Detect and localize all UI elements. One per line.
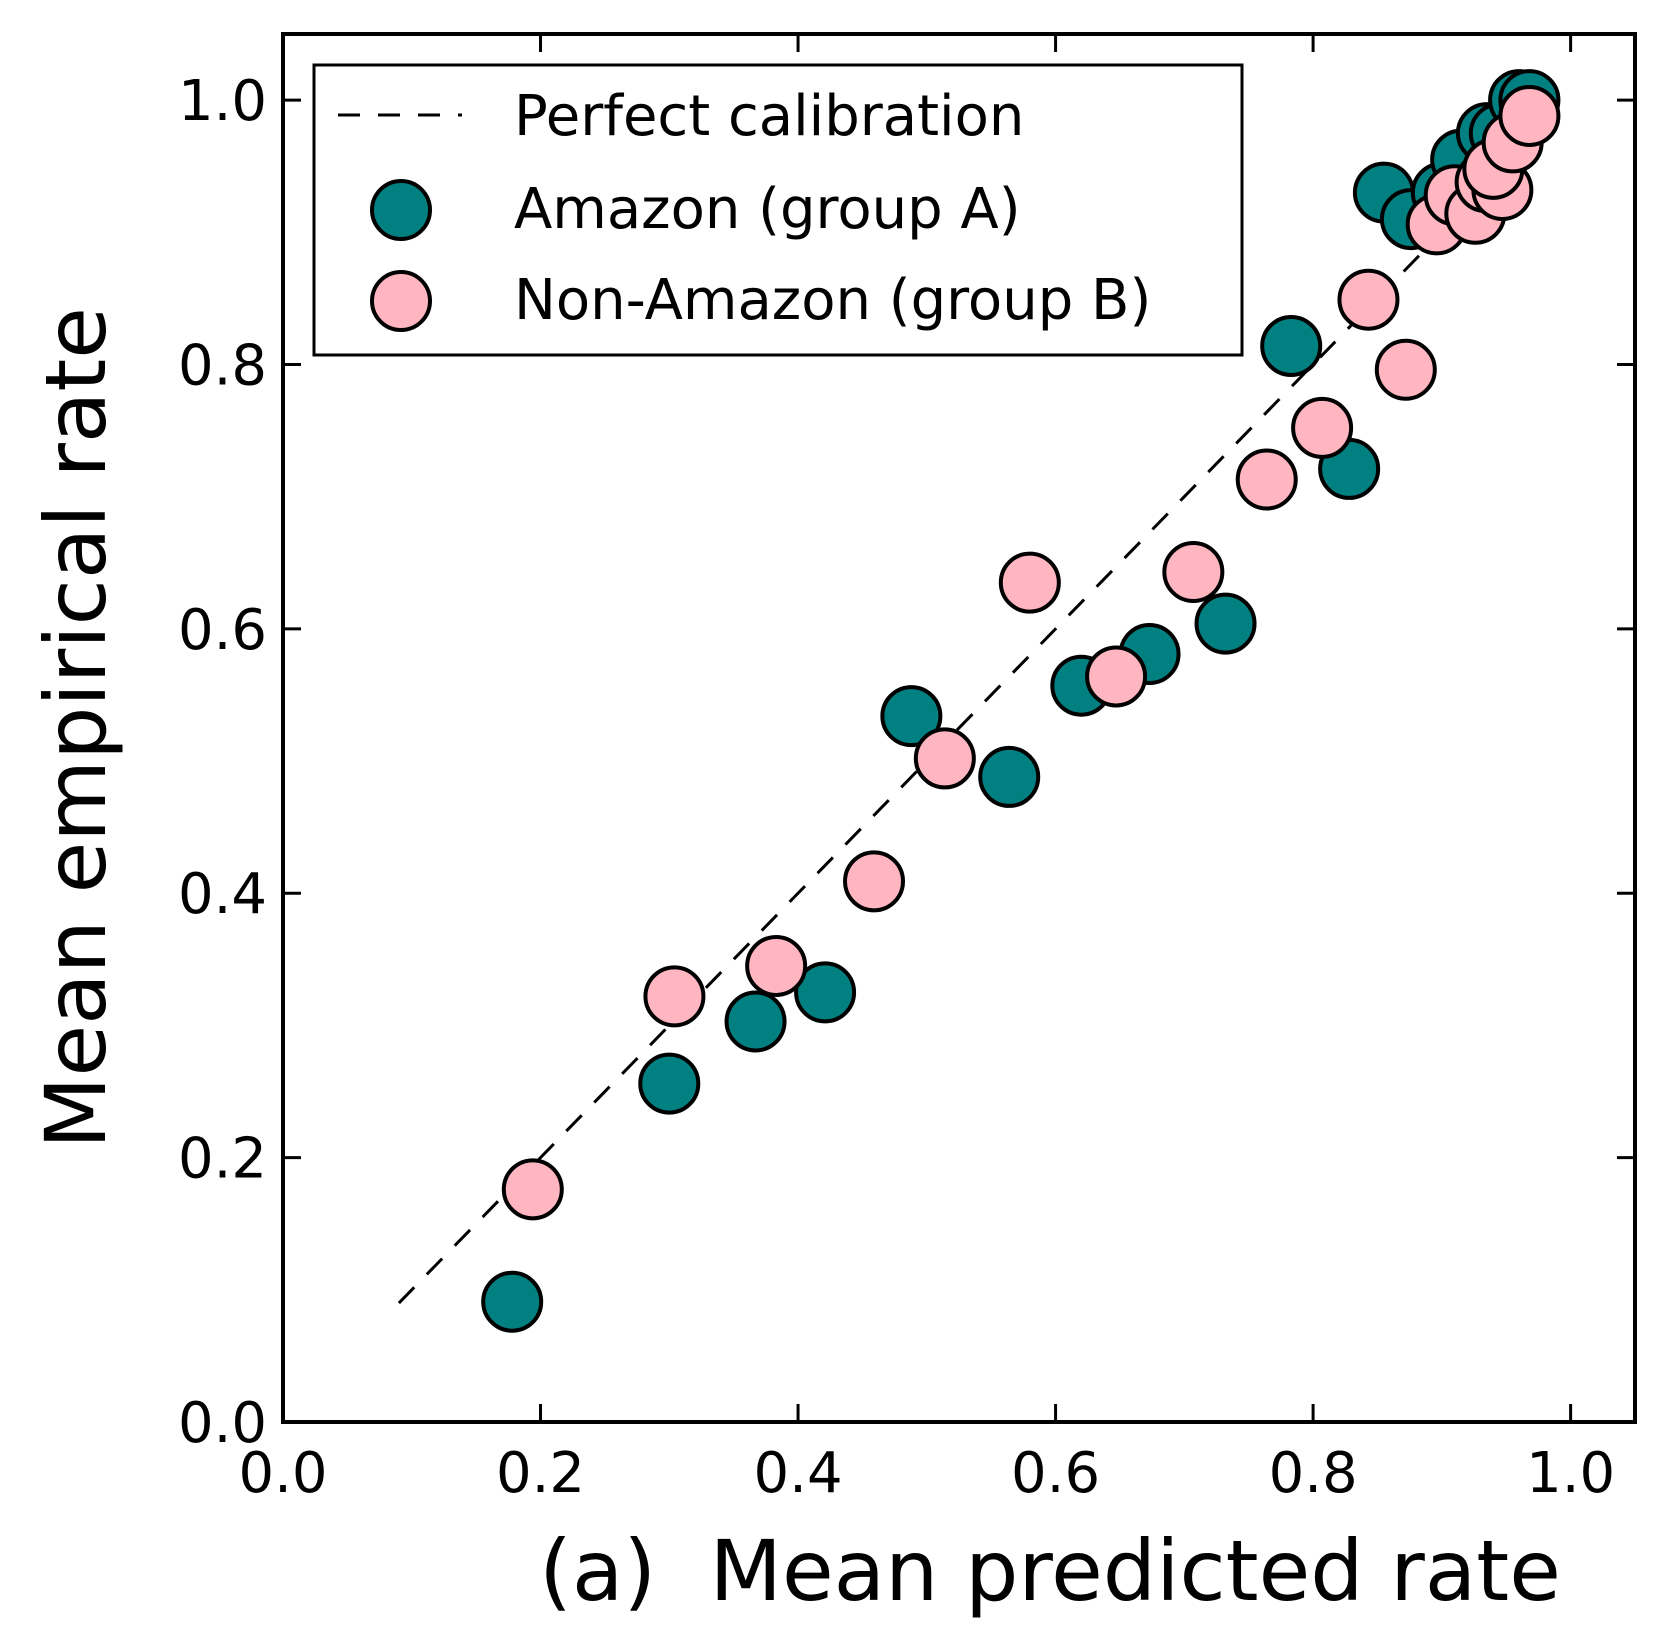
amazon-point: [724, 990, 787, 1053]
x-tick-label: 0.6: [1011, 1441, 1100, 1506]
amazon-point: [794, 961, 857, 1024]
legend-amazon: Amazon (group A): [514, 177, 1021, 242]
non-amazon-point: [1162, 541, 1225, 604]
x-tick-label: 0.8: [1269, 1441, 1358, 1506]
non-amazon-point: [1337, 268, 1400, 331]
x-tick-label: 0.0: [238, 1441, 327, 1506]
amazon-point: [880, 685, 943, 748]
x-tick-label: 0.2: [496, 1441, 585, 1506]
y-tick-label: 0.0: [178, 1391, 267, 1456]
legend-non-amazon: Non-Amazon (group B): [514, 268, 1151, 333]
y-tick-label: 1.0: [178, 69, 267, 134]
legend-marker-non-amazon: [370, 270, 432, 332]
non-amazon-point: [1498, 84, 1561, 147]
non-amazon-point: [501, 1158, 564, 1221]
y-tick-label: 0.4: [178, 862, 267, 927]
y-axis-label: Mean empirical rate: [27, 307, 125, 1149]
y-tick-label: 0.6: [178, 598, 267, 663]
legend-perfect-calibration: Perfect calibration: [514, 84, 1024, 149]
x-tick-label: 0.4: [754, 1441, 843, 1506]
plot-marks: [397, 69, 1572, 1333]
x-axis-label: (a) Mean predicted rate: [539, 1522, 1561, 1620]
non-amazon-point: [1291, 396, 1354, 459]
x-tick-label: 1.0: [1526, 1441, 1615, 1506]
legend-marker-amazon: [370, 179, 432, 241]
non-amazon-point: [745, 934, 808, 997]
amazon-point: [978, 745, 1041, 808]
non-amazon-point: [1085, 645, 1148, 708]
legend-box: [312, 63, 1244, 357]
non-amazon-point: [913, 727, 976, 790]
ticks: 0.0 0.2 0.4 0.6 0.8 1.0 0.0 0.2 0.4 0.6 0.8 1.0: [178, 34, 1635, 1506]
amazon-point: [481, 1270, 544, 1333]
non-amazon-point: [843, 850, 906, 913]
non-amazon-point: [998, 551, 1061, 614]
y-tick-label: 0.2: [178, 1127, 267, 1192]
legend: Perfect calibration Amazon (group A) Non…: [312, 63, 1244, 357]
amazon-point: [638, 1052, 701, 1115]
amazon-point: [1194, 592, 1257, 655]
non-amazon-point: [1374, 338, 1437, 401]
amazon-point: [1260, 314, 1323, 377]
y-tick-label: 0.8: [178, 333, 267, 398]
non-amazon-point: [643, 965, 706, 1028]
non-amazon-point: [1235, 448, 1298, 511]
axes-frame: [281, 32, 1637, 1424]
